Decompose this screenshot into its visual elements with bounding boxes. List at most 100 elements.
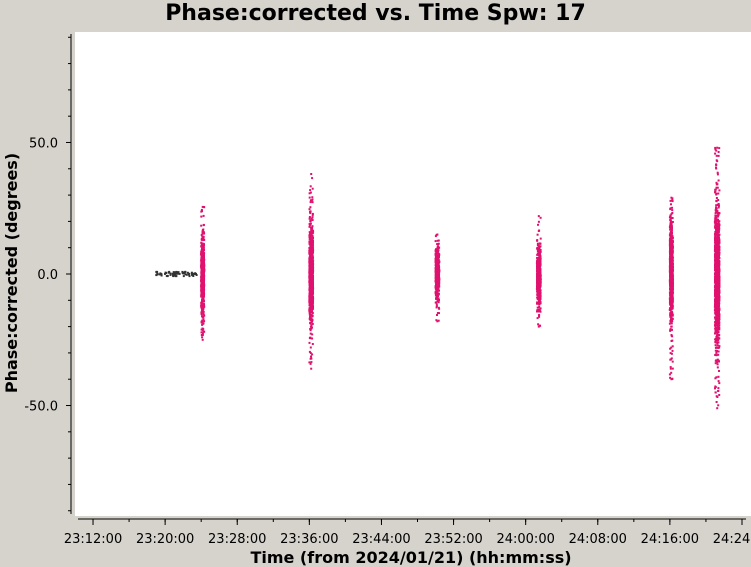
data-point <box>670 303 673 306</box>
data-point <box>202 259 205 262</box>
data-point <box>670 234 673 237</box>
data-point <box>201 298 203 301</box>
data-point <box>539 237 542 240</box>
data-point <box>203 314 206 317</box>
data-point <box>436 312 439 314</box>
data-point <box>717 238 720 241</box>
data-point <box>308 261 311 264</box>
data-point <box>539 245 542 248</box>
data-point <box>718 382 721 385</box>
data-point <box>172 271 175 274</box>
data-point <box>714 391 717 394</box>
data-point <box>715 217 718 220</box>
data-point <box>669 358 672 361</box>
data-point <box>537 296 540 299</box>
data-point <box>436 284 439 287</box>
data-point <box>671 254 674 257</box>
data-point <box>200 328 203 331</box>
data-point <box>309 191 312 194</box>
data-point <box>670 236 673 239</box>
data-point <box>669 261 671 264</box>
data-point <box>311 298 314 301</box>
data-point <box>671 299 674 302</box>
data-point <box>200 293 203 296</box>
data-point <box>200 269 203 272</box>
data-point <box>718 318 721 321</box>
data-point <box>670 213 673 216</box>
data-point <box>200 331 203 334</box>
data-point <box>670 378 673 381</box>
data-point <box>309 299 312 302</box>
data-point <box>669 244 672 247</box>
data-point <box>538 280 541 282</box>
data-point <box>717 179 720 182</box>
data-point <box>715 308 717 311</box>
data-point <box>716 270 719 273</box>
data-point <box>435 274 438 277</box>
data-point <box>668 322 671 325</box>
data-point <box>171 272 174 275</box>
data-point <box>537 262 540 265</box>
data-point <box>201 231 204 234</box>
data-point <box>202 261 205 264</box>
data-point <box>715 231 718 234</box>
data-point <box>714 236 717 239</box>
data-point <box>714 249 717 252</box>
data-point <box>200 313 203 316</box>
data-point <box>715 322 718 324</box>
data-point <box>312 283 314 286</box>
data-point <box>194 272 197 275</box>
data-point <box>715 197 718 199</box>
data-point <box>718 296 721 299</box>
data-point <box>202 284 205 287</box>
data-point <box>436 259 439 262</box>
data-point <box>670 217 673 220</box>
data-point <box>717 212 719 214</box>
data-point <box>670 225 673 227</box>
data-point <box>202 267 205 270</box>
data-point <box>312 268 314 271</box>
data-point <box>715 242 718 245</box>
data-point <box>200 306 203 309</box>
data-point <box>311 259 313 262</box>
data-point <box>716 303 718 306</box>
data-point <box>715 284 718 287</box>
data-point <box>669 296 672 299</box>
data-point <box>437 297 440 300</box>
data-point <box>671 274 673 277</box>
data-point <box>310 275 313 278</box>
data-point <box>718 346 721 349</box>
data-point <box>536 277 539 280</box>
data-point <box>309 201 312 204</box>
data-point <box>309 220 312 223</box>
data-point <box>436 261 439 264</box>
data-point <box>202 318 205 321</box>
data-point <box>435 250 438 253</box>
data-point <box>435 319 438 322</box>
data-point <box>435 264 438 267</box>
data-point <box>201 319 204 322</box>
data-point <box>670 301 673 304</box>
data-point <box>200 253 203 256</box>
data-cluster <box>200 205 206 341</box>
data-point <box>718 279 721 282</box>
data-point <box>668 240 671 243</box>
data-point <box>669 279 672 282</box>
data-point <box>714 286 717 289</box>
data-point <box>717 293 719 296</box>
data-point <box>716 279 719 282</box>
data-point <box>537 271 540 274</box>
data-point <box>714 349 717 352</box>
data-point <box>539 261 542 264</box>
data-point <box>309 312 312 315</box>
data-point <box>310 226 312 229</box>
data-point <box>202 271 205 274</box>
data-point <box>309 332 312 335</box>
data-point <box>715 186 718 189</box>
data-point <box>714 208 717 211</box>
data-point <box>538 246 541 249</box>
data-point <box>437 268 440 271</box>
data-point <box>201 250 204 253</box>
data-point <box>718 212 721 215</box>
data-point <box>714 288 717 291</box>
